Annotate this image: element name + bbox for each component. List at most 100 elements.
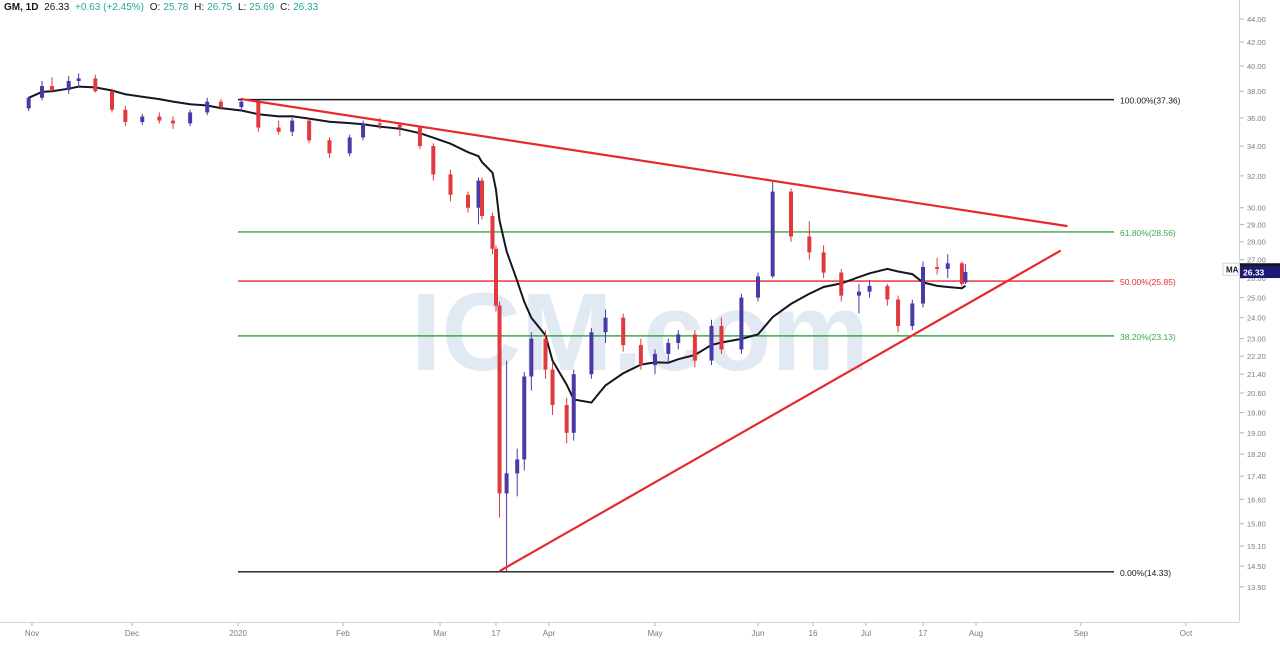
price-tick-9: 20.60 — [1247, 389, 1266, 398]
candle-body-12 — [205, 101, 210, 113]
candle-body-67 — [963, 272, 968, 283]
candle-body-37 — [543, 338, 548, 370]
candle-50 — [719, 317, 724, 354]
candle-body-2 — [50, 86, 54, 90]
candle-body-49 — [709, 325, 714, 361]
candle-body-65 — [945, 263, 950, 269]
candle-body-7 — [123, 109, 128, 123]
candle-24 — [417, 126, 422, 149]
time-tick-9: 16 — [809, 629, 818, 638]
price-tick-11: 22.20 — [1247, 352, 1266, 361]
candle-26 — [448, 169, 453, 202]
candle-66 — [959, 261, 964, 286]
ma-line — [28, 85, 966, 404]
price-tick-5: 17.40 — [1247, 472, 1266, 481]
candle-40 — [571, 369, 576, 441]
candle-body-47 — [676, 334, 681, 343]
moving-average — [28, 85, 966, 404]
price-tick-18: 29.00 — [1247, 220, 1266, 229]
time-tick-13: Sep — [1074, 629, 1089, 638]
candle-38 — [550, 362, 555, 415]
candle-60 — [885, 283, 890, 306]
candle-64 — [935, 257, 940, 275]
candle-body-64 — [935, 267, 940, 269]
price-tick-19: 30.00 — [1247, 204, 1266, 213]
candle-20 — [347, 134, 352, 157]
candle-46 — [666, 338, 671, 363]
candle-59 — [867, 280, 872, 298]
price-badge-bg — [1240, 266, 1280, 279]
candle-body-18 — [307, 120, 312, 141]
candle-35 — [522, 371, 527, 471]
candle-57 — [839, 268, 844, 302]
candle-body-62 — [910, 303, 915, 326]
candle-body-58 — [856, 291, 861, 296]
low-label: L: — [237, 2, 247, 13]
time-tick-2: 2020 — [229, 629, 247, 638]
candle-body-4 — [76, 78, 81, 81]
candle-7 — [123, 105, 128, 127]
candle-body-24 — [417, 127, 422, 147]
candle-body-44 — [638, 345, 643, 366]
time-axis[interactable]: Nov Dec 2020 Feb Mar 17 Apr May Jun 16 Jul 17 Aug Sep… — [0, 622, 1239, 645]
candle-body-57 — [839, 272, 844, 296]
time-tick-0: Nov — [25, 629, 39, 638]
candle-body-5 — [93, 78, 98, 92]
candle-33 — [504, 360, 509, 572]
candle-body-63 — [921, 267, 925, 304]
candle-body-43 — [621, 317, 626, 346]
candle-body-6 — [110, 91, 114, 110]
candle-body-19 — [327, 140, 332, 154]
candle-3 — [66, 75, 71, 94]
candle-32 — [497, 301, 502, 518]
price-tick-10: 21.40 — [1247, 370, 1266, 379]
low-value: 25.69 — [249, 2, 275, 13]
price-tick-25: 42.00 — [1247, 38, 1266, 47]
price-badge: 26.33 — [1240, 266, 1280, 279]
candle-body-36 — [529, 338, 534, 377]
trendlines — [241, 97, 1068, 573]
candles — [26, 73, 968, 572]
candle-21 — [361, 120, 366, 141]
candle-body-48 — [692, 334, 697, 361]
candle-53 — [770, 182, 775, 279]
fib-label-1: 61.80%(28.56) — [1120, 228, 1176, 238]
candle-body-25 — [431, 146, 436, 175]
candle-49 — [709, 319, 714, 366]
fib-label-0: 100.00%(37.36) — [1120, 96, 1181, 106]
candle-10 — [171, 116, 176, 129]
time-tick-1: Dec — [125, 629, 139, 638]
candle-48 — [692, 330, 697, 368]
time-tick-5: 17 — [492, 629, 501, 638]
candle-body-60 — [885, 285, 890, 300]
fib-label-2: 50.00%(25.85) — [1120, 277, 1176, 287]
candle-52 — [756, 272, 760, 302]
candle-body-20 — [347, 137, 352, 154]
time-tick-8: Jun — [752, 629, 765, 638]
time-tick-10: Jul — [861, 629, 871, 638]
candle-body-61 — [896, 299, 901, 326]
price-axis[interactable]: 13.90 14.50 15.10 15.80 16.60 17.40 18.20 19.00… — [1239, 0, 1280, 622]
candle-body-35 — [522, 376, 527, 460]
ma-label-badge: MA — [1222, 262, 1240, 276]
ma-label-text: MA — [1226, 266, 1239, 275]
candle-29 — [480, 177, 484, 220]
candle-67 — [963, 264, 968, 285]
candle-body-0 — [26, 97, 31, 109]
time-tick-11: 17 — [919, 629, 928, 638]
price-tick-4: 16.60 — [1247, 495, 1266, 504]
price-tick-12: 23.00 — [1247, 335, 1266, 344]
candle-6 — [110, 88, 114, 113]
fibonacci-levels: 100.00%(37.36) 61.80%(28.56) 50.00%(25.85)… — [238, 96, 1181, 578]
candle-15 — [256, 100, 261, 132]
high-label: H: — [194, 2, 205, 13]
candle-body-27 — [466, 194, 470, 208]
price-tick-0: 13.90 — [1247, 583, 1266, 592]
candle-1 — [40, 80, 44, 101]
candle-body-15 — [256, 101, 261, 128]
price-tick-26: 44.00 — [1247, 15, 1266, 24]
candle-body-53 — [770, 191, 775, 277]
candle-4 — [76, 73, 81, 88]
